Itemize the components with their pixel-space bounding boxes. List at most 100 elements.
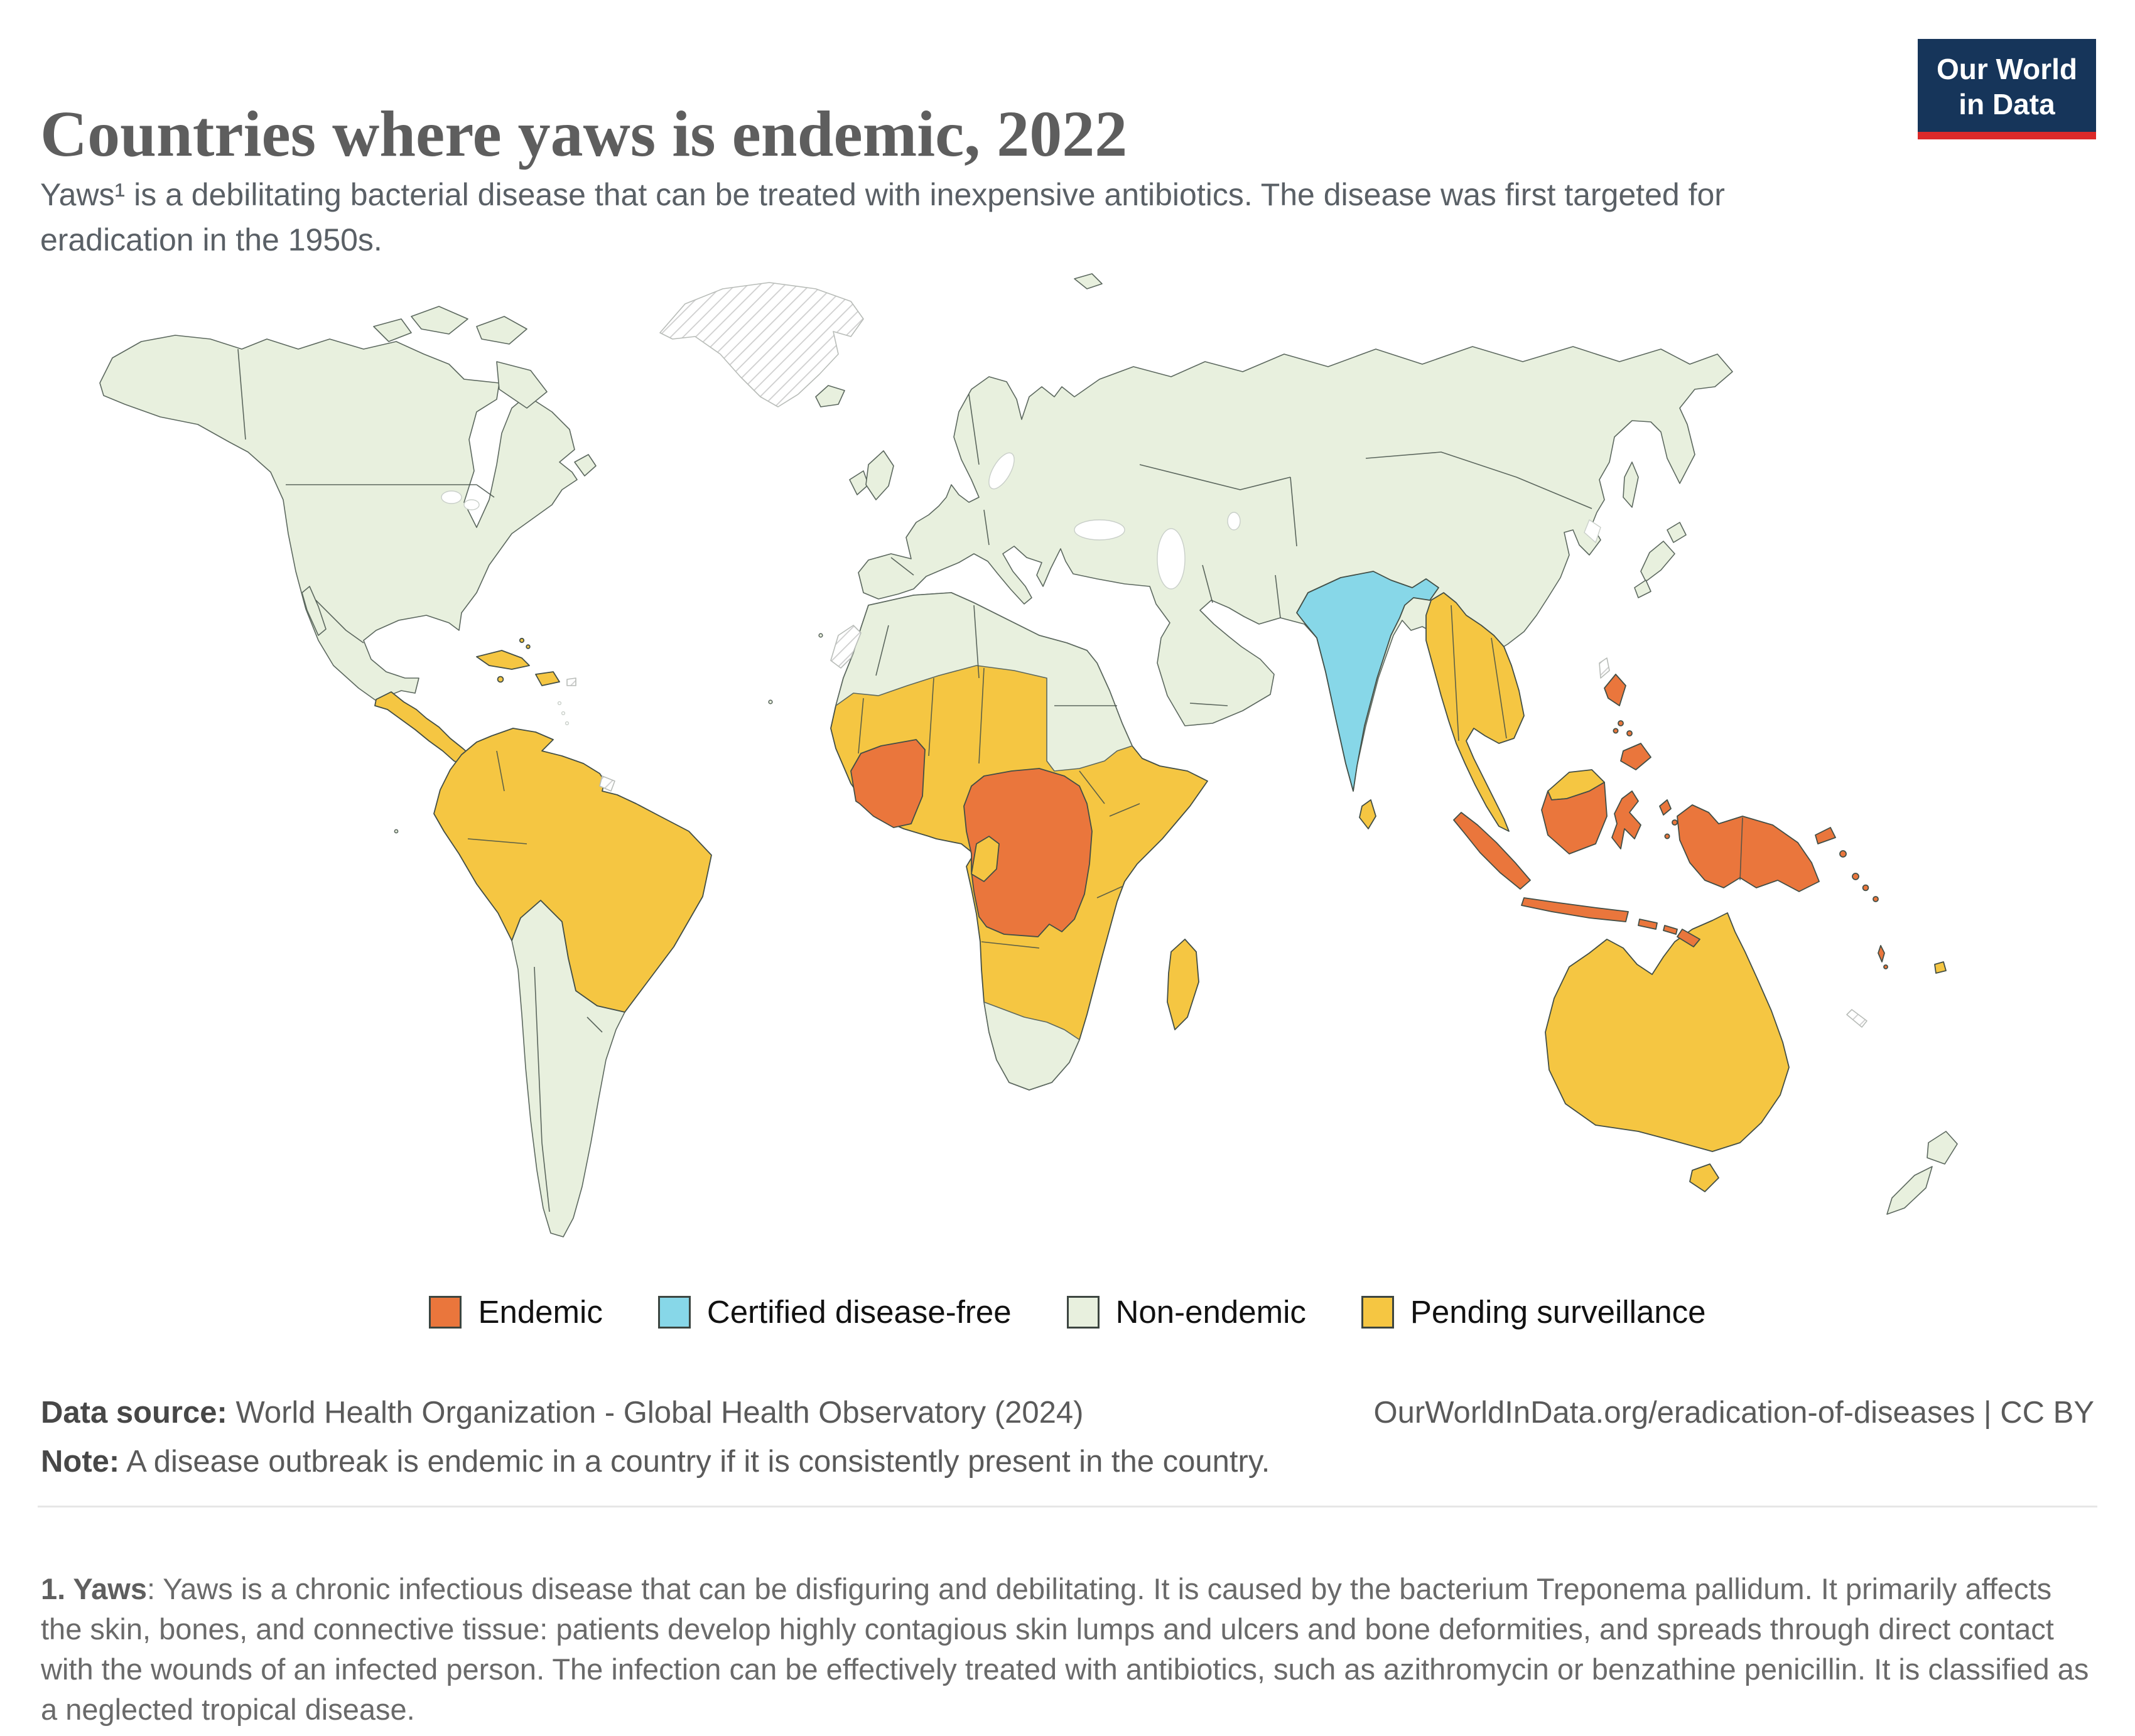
- owid-logo[interactable]: Our World in Data: [1917, 39, 2096, 139]
- region-sulawesi[interactable]: [1611, 790, 1641, 849]
- region-greenland[interactable]: [659, 282, 864, 407]
- region-bahamas-1[interactable]: [519, 637, 525, 644]
- region-moluccas-1[interactable]: [1672, 819, 1678, 826]
- data-source-label: Data source:: [41, 1396, 227, 1430]
- region-central-america[interactable]: [374, 691, 473, 768]
- region-west-africa-endemic[interactable]: [850, 739, 926, 828]
- region-united-kingdom[interactable]: [865, 450, 894, 500]
- region-cape-verde[interactable]: [768, 699, 773, 704]
- region-philippines-mindanao[interactable]: [1620, 743, 1651, 770]
- note-text: A disease outbreak is endemic in a count…: [126, 1445, 1270, 1479]
- region-southern-africa[interactable]: [983, 1001, 1080, 1091]
- legend-item-certified[interactable]: Certified disease-free: [657, 1293, 1012, 1330]
- region-cuba[interactable]: [476, 650, 530, 670]
- region-timor[interactable]: [1677, 929, 1700, 947]
- region-sri-lanka[interactable]: [1359, 799, 1376, 829]
- region-jamaica[interactable]: [497, 676, 504, 683]
- region-french-guiana[interactable]: [599, 775, 615, 792]
- region-tasmania[interactable]: [1689, 1163, 1719, 1192]
- region-canary-islands[interactable]: [818, 633, 823, 638]
- region-svalbard[interactable]: [1074, 273, 1103, 289]
- caspian-sea: [1157, 528, 1186, 590]
- region-hispaniola[interactable]: [535, 671, 560, 686]
- region-bougainville[interactable]: [1839, 850, 1847, 858]
- world-map: [35, 264, 2100, 1287]
- region-sakhalin[interactable]: [1623, 461, 1639, 508]
- region-halmahera[interactable]: [1659, 799, 1672, 816]
- legend-swatch-endemic: [429, 1295, 462, 1329]
- region-madagascar[interactable]: [1167, 939, 1199, 1030]
- region-japan-kyushu[interactable]: [1634, 580, 1651, 598]
- region-india[interactable]: [1296, 571, 1439, 792]
- region-victoria-island[interactable]: [373, 318, 412, 342]
- region-north-korea[interactable]: [1584, 519, 1601, 544]
- region-taiwan[interactable]: [1599, 657, 1610, 679]
- baltic-sea: [988, 452, 1015, 490]
- region-sumatra[interactable]: [1453, 812, 1531, 890]
- legend-item-endemic[interactable]: Endemic: [429, 1293, 603, 1330]
- legend-item-non-endemic[interactable]: Non-endemic: [1066, 1293, 1306, 1330]
- region-new-zealand-north[interactable]: [1927, 1131, 1958, 1165]
- region-north-america[interactable]: [99, 335, 578, 701]
- region-australia[interactable]: [1545, 912, 1790, 1152]
- region-solomons-2[interactable]: [1862, 884, 1869, 892]
- region-newfoundland[interactable]: [574, 454, 597, 477]
- region-lesser-antilles-1: [557, 701, 562, 706]
- region-java[interactable]: [1521, 897, 1629, 922]
- owid-logo-line2: in Data: [1959, 88, 2055, 121]
- region-vanuatu-2[interactable]: [1883, 964, 1888, 969]
- region-philippines-luzon[interactable]: [1604, 674, 1626, 706]
- legend-swatch-pending: [1361, 1295, 1394, 1329]
- aral-sea: [1227, 512, 1241, 531]
- region-new-guinea[interactable]: [1677, 804, 1820, 892]
- region-philippines-visayas-1[interactable]: [1618, 720, 1624, 726]
- legend-item-pending[interactable]: Pending surveillance: [1361, 1293, 1706, 1330]
- region-south-america-north[interactable]: [433, 728, 712, 1013]
- region-japan-hokkaido[interactable]: [1667, 522, 1687, 543]
- map-legend: Endemic Certified disease-free Non-endem…: [0, 1293, 2135, 1330]
- region-new-caledonia[interactable]: [1846, 1009, 1867, 1028]
- region-philippines-visayas-2[interactable]: [1626, 730, 1633, 736]
- region-fiji[interactable]: [1934, 961, 1947, 974]
- region-eurasia[interactable]: [858, 346, 1733, 792]
- footer-divider: [38, 1506, 2097, 1507]
- region-western-sahara[interactable]: [830, 625, 862, 669]
- region-japan-honshu[interactable]: [1640, 541, 1675, 582]
- region-gabon[interactable]: [971, 836, 1000, 882]
- region-new-britain[interactable]: [1815, 827, 1836, 844]
- black-sea: [1074, 519, 1125, 541]
- region-central-africa-endemic[interactable]: [963, 768, 1093, 937]
- owid-logo-line1: Our World: [1936, 53, 2077, 85]
- region-lesser-sunda-2[interactable]: [1663, 925, 1678, 935]
- source-row: Data source: World Health Organization -…: [41, 1395, 2094, 1430]
- note-label: Note:: [41, 1445, 120, 1479]
- region-indochina[interactable]: [1425, 592, 1525, 832]
- region-moluccas-2[interactable]: [1664, 833, 1670, 839]
- region-solomons-3[interactable]: [1873, 896, 1879, 902]
- footnote: 1. Yaws: Yaws is a chronic infectious di…: [41, 1569, 2097, 1730]
- region-baja-california[interactable]: [301, 586, 327, 636]
- region-kalimantan[interactable]: [1541, 782, 1608, 855]
- region-arctic-island-1[interactable]: [411, 306, 468, 335]
- region-baffin-island[interactable]: [496, 361, 548, 409]
- legend-label-non-endemic: Non-endemic: [1115, 1294, 1306, 1330]
- footnote-text: : Yaws is a chronic infectious disease t…: [41, 1572, 2089, 1726]
- rights-link[interactable]: OurWorldInData.org/eradication-of-diseas…: [1373, 1396, 2094, 1430]
- legend-swatch-certified: [657, 1295, 691, 1329]
- region-new-zealand-south[interactable]: [1886, 1166, 1933, 1215]
- region-arctic-island-2[interactable]: [476, 316, 527, 345]
- region-iceland[interactable]: [815, 385, 845, 407]
- region-ireland[interactable]: [849, 470, 869, 495]
- data-source-text: World Health Organization - Global Healt…: [235, 1396, 1084, 1430]
- footnote-label: 1. Yaws: [41, 1572, 147, 1605]
- legend-label-pending: Pending surveillance: [1410, 1294, 1706, 1330]
- region-solomons-1[interactable]: [1852, 873, 1859, 880]
- region-philippines-visayas-3[interactable]: [1613, 728, 1619, 734]
- region-vanuatu[interactable]: [1878, 945, 1885, 962]
- region-bahamas-2[interactable]: [526, 644, 531, 649]
- region-galapagos[interactable]: [394, 829, 399, 834]
- region-lesser-sunda-1[interactable]: [1638, 919, 1658, 930]
- region-puerto-rico[interactable]: [566, 677, 576, 686]
- great-lake-1: [441, 490, 462, 504]
- region-north-africa[interactable]: [835, 592, 1133, 772]
